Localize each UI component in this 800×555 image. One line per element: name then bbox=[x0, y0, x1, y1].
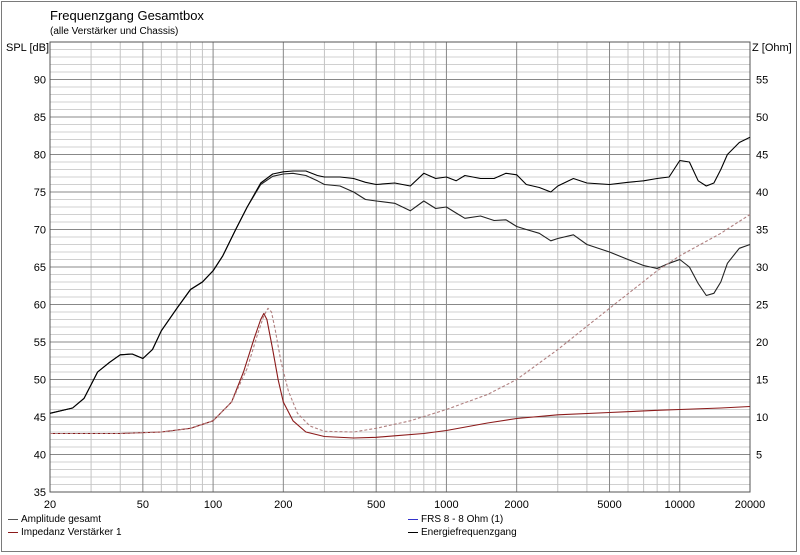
legend-swatch-impedanz bbox=[8, 532, 18, 533]
y2-tick-label: 20 bbox=[756, 337, 768, 349]
y-tick-label: 50 bbox=[34, 375, 46, 387]
y-tick-label: 85 bbox=[34, 112, 46, 124]
legend-swatch-energie bbox=[408, 532, 418, 533]
chart-title: Frequenzgang Gesamtbox bbox=[50, 8, 204, 23]
y-tick-label: 40 bbox=[34, 450, 46, 462]
y-tick-label: 75 bbox=[34, 187, 46, 199]
series-line-1 bbox=[49, 136, 751, 414]
y2-tick-label: 15 bbox=[756, 375, 768, 387]
legend-swatch-frs8 bbox=[408, 519, 418, 520]
y2-tick-label: 30 bbox=[756, 262, 768, 274]
x-tick-label: 1000 bbox=[434, 499, 458, 511]
y2-tick-label: 55 bbox=[756, 75, 768, 87]
y2-tick-label: 35 bbox=[756, 225, 768, 237]
legend-swatch-amplitude bbox=[8, 519, 18, 520]
legend-label-energie: Energiefrequenzgang bbox=[421, 527, 517, 538]
plot-border bbox=[49, 41, 751, 493]
legend-label-amplitude: Amplitude gesamt bbox=[21, 514, 102, 525]
y2-tick-label: 5 bbox=[756, 450, 762, 462]
y-tick-label: 65 bbox=[34, 262, 46, 274]
y-tick-label: 60 bbox=[34, 300, 46, 312]
legend-label-frs8: FRS 8 - 8 Ohm (1) bbox=[421, 514, 504, 525]
y2-tick-label: 25 bbox=[756, 300, 768, 312]
y-tick-label: 55 bbox=[34, 337, 46, 349]
y-axis-label-right: Z [Ohm] bbox=[752, 42, 792, 54]
x-tick-label: 50 bbox=[137, 499, 149, 511]
y-axis-label-left: SPL [dB] bbox=[6, 42, 50, 54]
y2-tick-label: 10 bbox=[756, 412, 768, 424]
y-tick-label: 80 bbox=[34, 150, 46, 162]
chart-subtitle: (alle Verstärker und Chassis) bbox=[50, 26, 179, 37]
x-tick-label: 5000 bbox=[597, 499, 621, 511]
y2-tick-label: 50 bbox=[756, 112, 768, 124]
x-tick-label: 200 bbox=[274, 499, 292, 511]
x-tick-label: 20 bbox=[44, 499, 56, 511]
series-line-3 bbox=[50, 214, 751, 435]
legend-item-amplitude: Amplitude gesamt bbox=[8, 514, 101, 525]
y2-tick-label: 45 bbox=[756, 150, 768, 162]
x-tick-label: 500 bbox=[367, 499, 385, 511]
x-tick-label: 20000 bbox=[735, 499, 766, 511]
legend-label-impedanz: Impedanz Verstärker 1 bbox=[21, 527, 122, 538]
legend-item-energie: Energiefrequenzgang bbox=[408, 527, 517, 538]
y-tick-label: 45 bbox=[34, 412, 46, 424]
legend-item-frs8: FRS 8 - 8 Ohm (1) bbox=[408, 514, 503, 525]
x-tick-label: 10000 bbox=[664, 499, 695, 511]
y-tick-label: 70 bbox=[34, 225, 46, 237]
x-tick-label: 2000 bbox=[504, 499, 528, 511]
y2-tick-label: 40 bbox=[756, 187, 768, 199]
legend-item-impedanz: Impedanz Verstärker 1 bbox=[8, 527, 122, 538]
x-tick-label: 100 bbox=[204, 499, 222, 511]
y-tick-label: 35 bbox=[34, 487, 46, 499]
y-tick-label: 90 bbox=[34, 75, 46, 87]
